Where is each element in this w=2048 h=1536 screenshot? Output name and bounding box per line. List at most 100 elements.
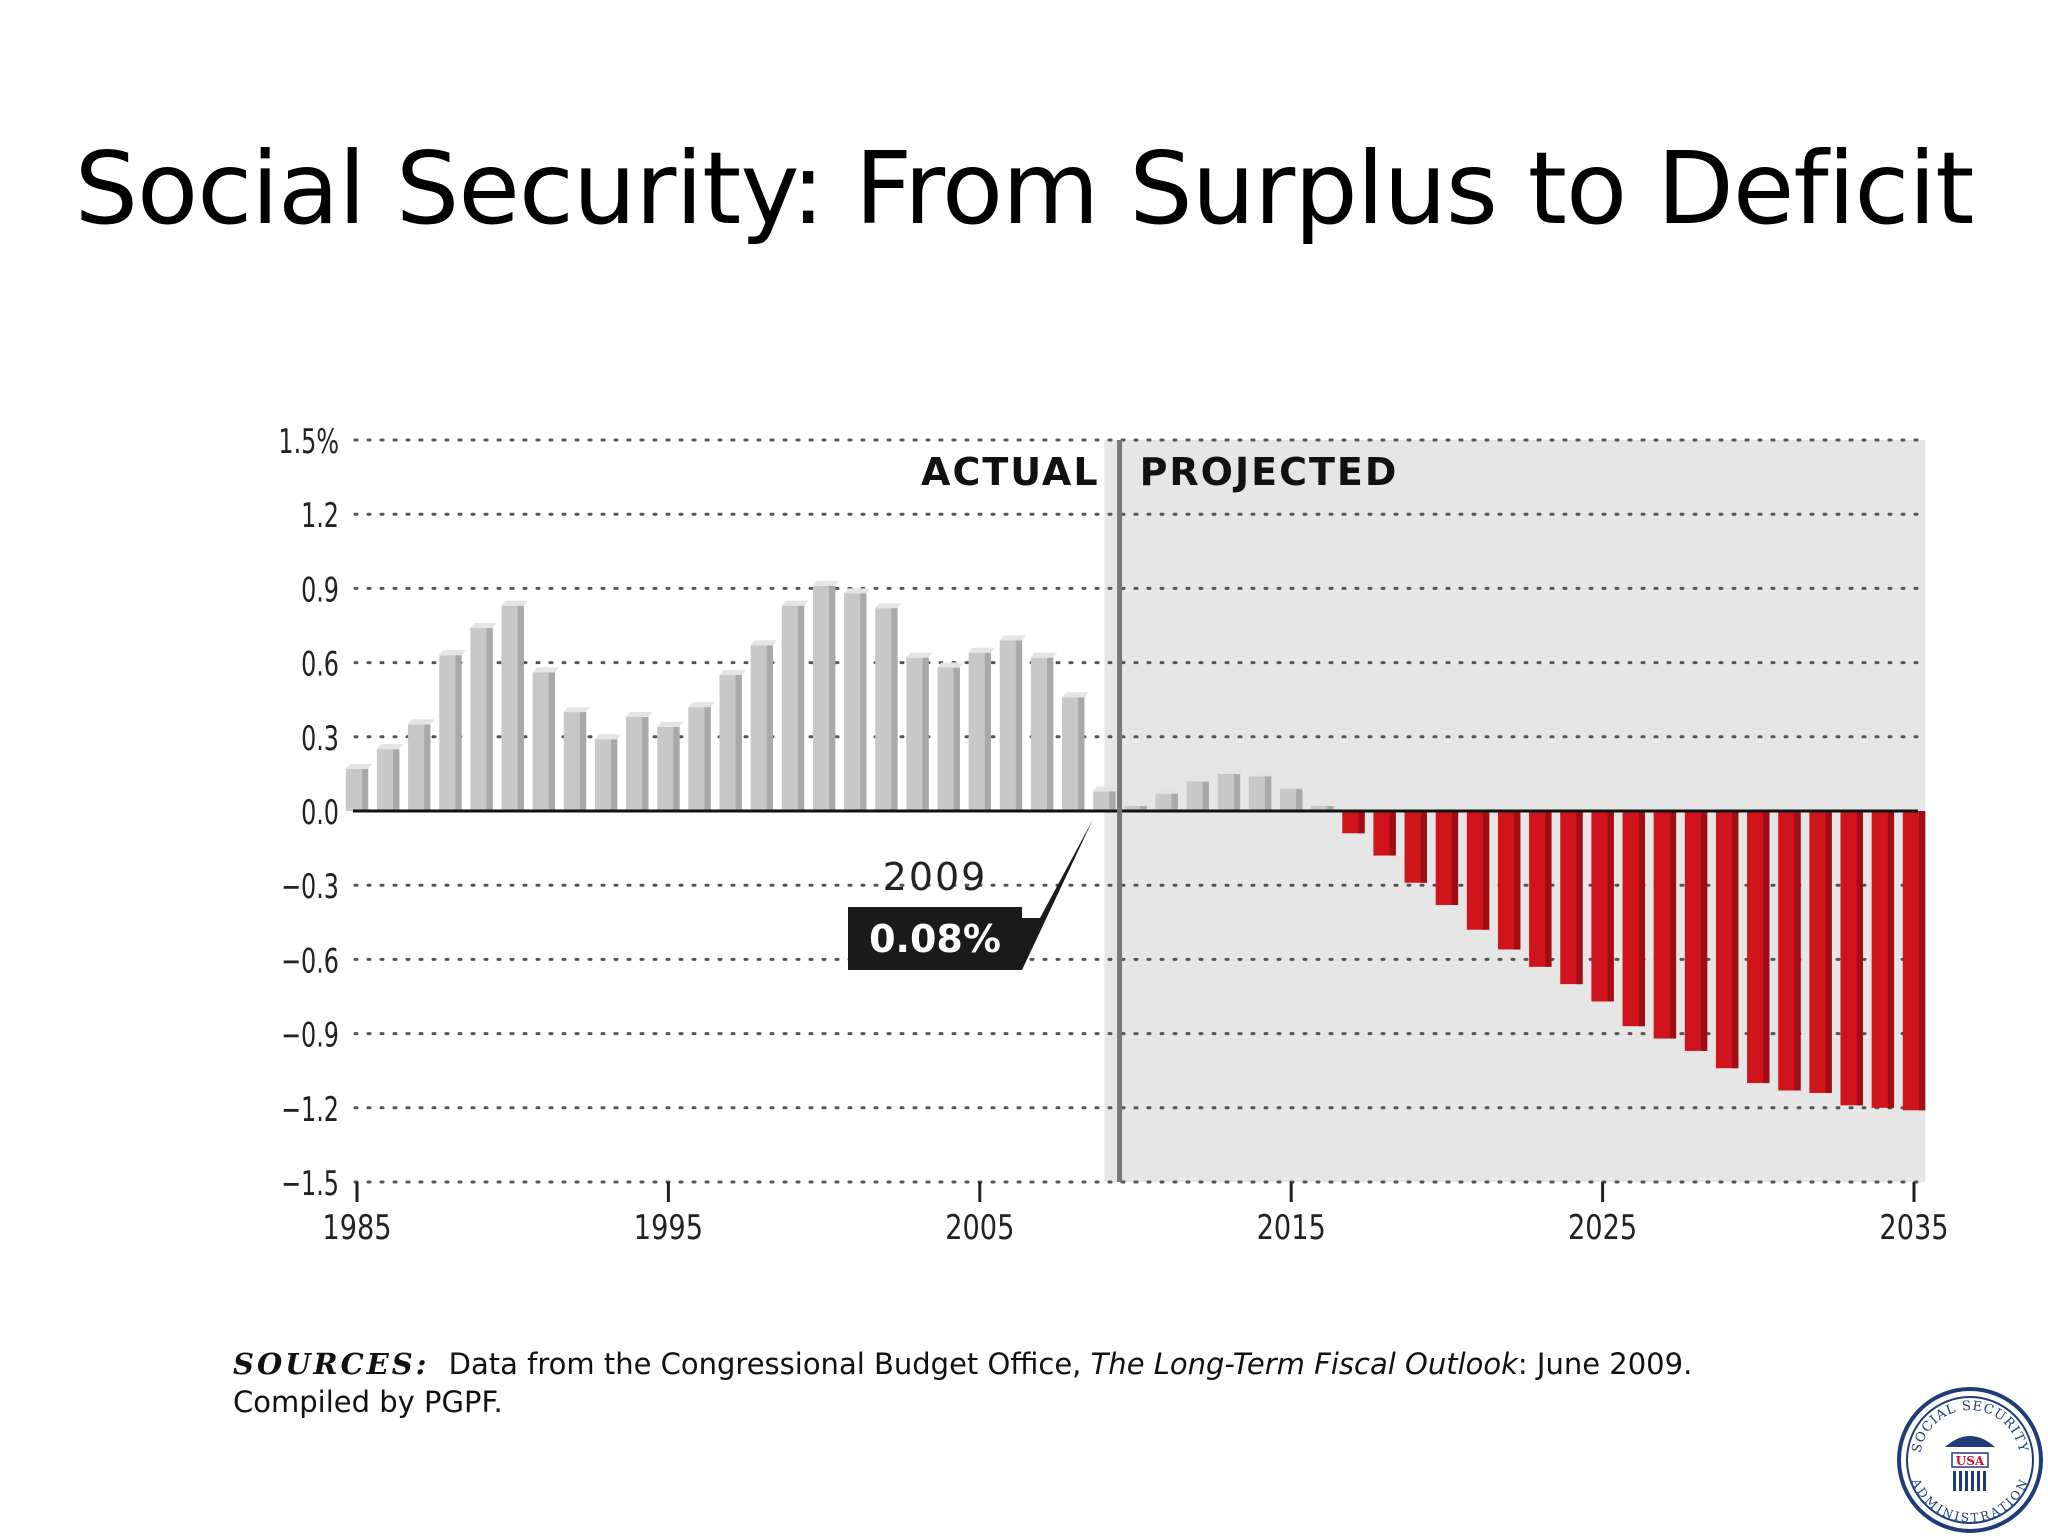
bar	[626, 712, 653, 811]
bar-top	[470, 622, 497, 628]
bar-side	[1420, 811, 1427, 883]
bar	[1248, 771, 1276, 811]
bar	[1778, 811, 1801, 1091]
bar	[1560, 811, 1583, 985]
bar	[1497, 811, 1521, 950]
bar	[532, 667, 560, 811]
bar-top	[563, 707, 591, 713]
bar-side	[797, 605, 805, 811]
bar-side	[891, 608, 898, 811]
bar-top	[408, 719, 435, 725]
y-tick-label: −0.9	[281, 1016, 339, 1055]
bar	[1279, 783, 1307, 811]
sources-compiled: Compiled by PGPF.	[233, 1385, 503, 1419]
bar-top	[1311, 801, 1338, 807]
bar-side	[455, 655, 462, 811]
bar	[812, 580, 840, 811]
bar-top	[594, 734, 622, 740]
annotation-year: 2009	[883, 855, 988, 899]
bar	[1747, 811, 1770, 1084]
bar-side	[1545, 811, 1552, 967]
bar-side	[1358, 811, 1365, 834]
bar-side	[1451, 811, 1459, 905]
bar	[1715, 811, 1739, 1069]
bar-top	[906, 652, 933, 658]
annotation-pointer	[1015, 819, 1094, 970]
bar-top	[781, 600, 809, 606]
eagle-icon	[1945, 1436, 1995, 1447]
bar-top	[1093, 786, 1120, 792]
bar-side	[1638, 811, 1645, 1027]
sources-date: : June 2009.	[1517, 1347, 1693, 1381]
bar-side	[486, 627, 493, 811]
bar	[501, 600, 528, 811]
y-tick-label: −0.3	[281, 868, 339, 907]
bar-side	[579, 712, 587, 811]
bar-side	[361, 768, 369, 811]
annotation-value: 0.08%	[869, 917, 1001, 961]
bar-side	[642, 717, 649, 811]
bar	[1186, 776, 1213, 811]
bar-face	[1311, 806, 1334, 811]
y-tick-label: −1.5	[281, 1165, 339, 1204]
region-labels: ACTUAL PROJECTED	[921, 450, 1399, 494]
projected-label: PROJECTED	[1140, 450, 1399, 494]
bar-side	[1327, 806, 1334, 811]
x-tick-label: 2035	[1879, 1208, 1948, 1248]
bar	[1902, 811, 1926, 1111]
bar-top	[1062, 692, 1089, 698]
bar-side	[1015, 640, 1023, 811]
bar-side	[673, 726, 680, 811]
bar-side	[1856, 811, 1863, 1106]
x-tick-label: 2005	[945, 1208, 1014, 1248]
bar	[470, 622, 497, 811]
x-tick-label: 1985	[322, 1208, 391, 1248]
y-tick-label: 0.0	[301, 794, 339, 833]
bar	[1684, 811, 1708, 1051]
bar-side	[860, 593, 867, 811]
bar	[657, 721, 684, 811]
bar-side	[1887, 811, 1895, 1108]
y-tick-label: 0.6	[301, 645, 339, 684]
bar	[1217, 768, 1245, 811]
seal-text-center: USA	[1956, 1454, 1985, 1468]
bar-side	[1918, 811, 1926, 1111]
bar-side	[1794, 811, 1801, 1091]
bar-side	[1047, 657, 1054, 811]
bars	[345, 580, 1926, 1111]
ssa-seal-logo: SOCIAL SECURITY ADMINISTRATION USA	[1897, 1387, 2043, 1533]
bar	[1840, 811, 1863, 1106]
bar-top	[844, 588, 871, 594]
bar-side	[1264, 776, 1272, 811]
bar-top	[968, 647, 996, 653]
bar-top	[875, 603, 902, 609]
bar-top	[657, 721, 684, 727]
bar-side	[766, 645, 774, 811]
bar	[1093, 786, 1120, 811]
y-tick-label: 0.3	[301, 720, 339, 759]
bar-side	[984, 652, 992, 811]
bar-top	[1217, 768, 1245, 774]
bar-side	[1669, 811, 1677, 1039]
actual-label: ACTUAL	[921, 450, 1100, 494]
bar-top	[626, 712, 653, 718]
y-tick-label: −1.2	[281, 1091, 339, 1130]
bar-top	[812, 580, 840, 586]
bar	[1809, 811, 1832, 1093]
bar-side	[1825, 811, 1832, 1093]
bar-side	[1078, 697, 1085, 811]
bar	[1124, 801, 1151, 811]
bar-side	[1389, 811, 1396, 856]
bar	[1342, 811, 1365, 834]
bar	[781, 600, 809, 811]
bar-side	[922, 657, 929, 811]
bar	[937, 662, 964, 811]
bar-side	[1482, 811, 1490, 930]
bar	[719, 669, 746, 811]
bar	[1529, 811, 1552, 967]
bar-top	[1155, 788, 1182, 794]
bar	[563, 707, 591, 811]
bar-side	[1763, 811, 1770, 1084]
bar	[1591, 811, 1614, 1002]
chart: 1.5%1.20.90.60.30.0−0.3−0.6−0.9−1.2−1.5 …	[278, 423, 1948, 1248]
